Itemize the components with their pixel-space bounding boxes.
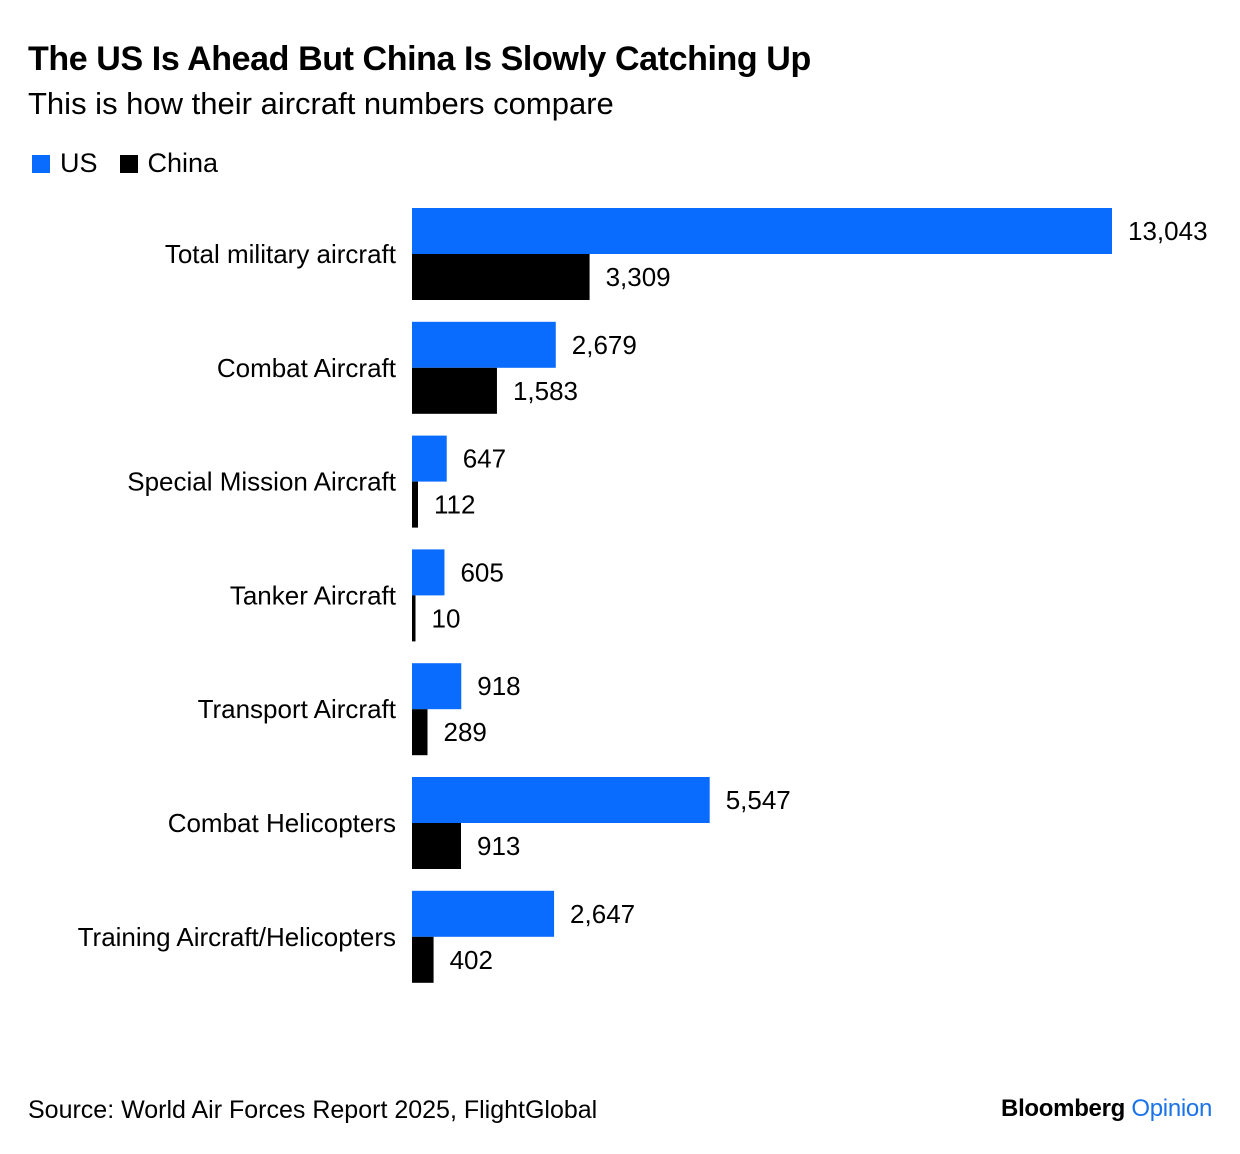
value-label-us-special-mission-aircraft: 647: [463, 444, 506, 474]
value-label-us-transport-aircraft: 918: [477, 671, 520, 701]
value-label-us-tanker-aircraft: 605: [460, 557, 503, 587]
category-label-total-military-aircraft: Total military aircraft: [165, 239, 397, 269]
value-label-china-transport-aircraft: 289: [444, 717, 487, 747]
value-label-us-training-aircraft-helicopters: 2,647: [570, 899, 635, 929]
legend-item-china: China: [119, 148, 219, 179]
value-label-china-total-military-aircraft: 3,309: [606, 262, 671, 292]
bar-china-tanker-aircraft: [412, 595, 416, 642]
bar-us-combat-helicopters: [412, 777, 710, 823]
value-label-us-combat-helicopters: 5,547: [726, 785, 791, 815]
bar-us-training-aircraft-helicopters: [412, 890, 555, 937]
source-note: Source: World Air Forces Report 2025, Fl…: [28, 1096, 598, 1124]
category-label-tanker-aircraft: Tanker Aircraft: [230, 580, 397, 610]
legend-swatch-china: [119, 154, 138, 173]
bar-us-tanker-aircraft: [412, 549, 445, 596]
value-label-china-training-aircraft-helicopters: 402: [450, 945, 493, 975]
bar-us-combat-aircraft: [412, 321, 556, 368]
chart-title: The US Is Ahead But China Is Slowly Catc…: [28, 40, 811, 78]
value-label-us-combat-aircraft: 2,679: [572, 330, 637, 360]
value-label-china-tanker-aircraft: 10: [432, 603, 461, 633]
category-label-combat-helicopters: Combat Helicopters: [168, 808, 396, 838]
bar-china-combat-helicopters: [412, 823, 461, 869]
bar-us-total-military-aircraft: [412, 208, 1112, 254]
category-label-special-mission-aircraft: Special Mission Aircraft: [127, 467, 397, 497]
bar-china-transport-aircraft: [412, 709, 428, 756]
category-label-combat-aircraft: Combat Aircraft: [217, 353, 397, 383]
bar-china-total-military-aircraft: [412, 254, 590, 300]
legend: US China: [32, 148, 240, 179]
brand-name: Bloomberg: [1001, 1095, 1125, 1122]
brand-suffix: Opinion: [1131, 1095, 1212, 1122]
legend-item-us: US: [32, 148, 98, 179]
category-label-training-aircraft-helicopters: Training Aircraft/Helicopters: [78, 922, 396, 952]
legend-label-china: China: [147, 148, 219, 178]
bar-us-special-mission-aircraft: [412, 435, 447, 482]
value-label-us-total-military-aircraft: 13,043: [1128, 216, 1208, 246]
brand-logo: Bloomberg Opinion: [1001, 1095, 1212, 1123]
bar-us-transport-aircraft: [412, 663, 462, 710]
bar-china-special-mission-aircraft: [412, 481, 419, 528]
value-label-china-combat-helicopters: 913: [477, 831, 520, 861]
legend-swatch-us: [32, 154, 50, 173]
bar-china-combat-aircraft: [412, 367, 497, 414]
legend-label-us: US: [60, 148, 98, 178]
value-label-china-combat-aircraft: 1,583: [513, 376, 578, 406]
value-label-china-special-mission-aircraft: 112: [434, 490, 475, 520]
bar-china-training-aircraft-helicopters: [412, 936, 434, 983]
category-label-transport-aircraft: Transport Aircraft: [198, 694, 397, 724]
chart-subtitle: This is how their aircraft numbers compa…: [28, 86, 614, 121]
